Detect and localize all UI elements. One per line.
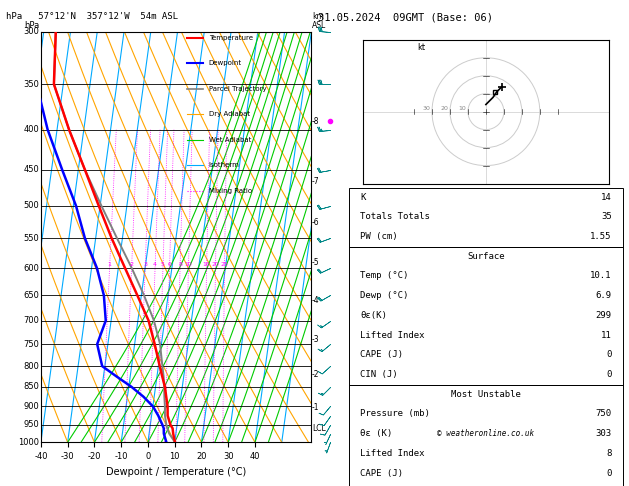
Text: Mixing Ratio: Mixing Ratio — [209, 188, 252, 193]
Bar — [349, 385, 623, 486]
Text: K: K — [360, 192, 365, 202]
Text: 900: 900 — [24, 402, 40, 411]
Text: 10: 10 — [184, 261, 192, 267]
Text: Parcel Trajectory: Parcel Trajectory — [209, 86, 266, 92]
Text: 350: 350 — [24, 80, 40, 88]
Text: 10.1: 10.1 — [590, 271, 612, 280]
Text: 1000: 1000 — [18, 438, 40, 447]
Text: 0: 0 — [606, 350, 612, 359]
Text: 550: 550 — [24, 234, 40, 243]
Text: CIN (J): CIN (J) — [360, 370, 398, 379]
Text: Lifted Index: Lifted Index — [360, 449, 425, 458]
Text: Dewpoint: Dewpoint — [209, 60, 242, 66]
Text: 20: 20 — [440, 106, 448, 111]
Text: 25: 25 — [221, 261, 228, 267]
Text: 8: 8 — [606, 449, 612, 458]
Text: 14: 14 — [601, 192, 612, 202]
Text: 4: 4 — [153, 261, 157, 267]
Bar — [349, 247, 623, 385]
Text: Wet Adiabat: Wet Adiabat — [209, 137, 251, 142]
Text: hPa: hPa — [25, 20, 40, 30]
Text: θε (K): θε (K) — [360, 429, 392, 438]
Text: Lifted Index: Lifted Index — [360, 330, 425, 340]
Text: PW (cm): PW (cm) — [360, 232, 398, 241]
Text: 1: 1 — [108, 261, 111, 267]
Text: hPa   57°12'N  357°12'W  54m ASL: hPa 57°12'N 357°12'W 54m ASL — [6, 12, 178, 21]
Text: 450: 450 — [24, 165, 40, 174]
Text: -5: -5 — [312, 258, 320, 267]
Text: 20: 20 — [211, 261, 220, 267]
X-axis label: Dewpoint / Temperature (°C): Dewpoint / Temperature (°C) — [106, 467, 246, 477]
Text: 0: 0 — [606, 370, 612, 379]
Text: 31.05.2024  09GMT (Base: 06): 31.05.2024 09GMT (Base: 06) — [318, 12, 493, 22]
Text: 6.9: 6.9 — [596, 291, 612, 300]
Text: 303: 303 — [596, 429, 612, 438]
Text: 2: 2 — [130, 261, 133, 267]
Text: kt: kt — [418, 43, 426, 52]
Text: 750: 750 — [24, 340, 40, 348]
Text: km
ASL: km ASL — [312, 12, 326, 30]
Text: 500: 500 — [24, 201, 40, 210]
Text: 35: 35 — [601, 212, 612, 221]
Text: 3: 3 — [143, 261, 147, 267]
Text: 600: 600 — [24, 263, 40, 273]
Text: 800: 800 — [24, 362, 40, 371]
Text: -4: -4 — [312, 296, 320, 305]
Text: 8: 8 — [178, 261, 182, 267]
Text: 300: 300 — [24, 27, 40, 36]
Text: 10: 10 — [459, 106, 466, 111]
Text: Surface: Surface — [467, 252, 504, 260]
Text: 5: 5 — [161, 261, 165, 267]
Text: 0: 0 — [606, 469, 612, 478]
Text: 750: 750 — [596, 409, 612, 418]
Text: Isotherm: Isotherm — [209, 162, 240, 168]
Text: Temperature: Temperature — [209, 35, 253, 41]
Text: CAPE (J): CAPE (J) — [360, 350, 403, 359]
Text: Most Unstable: Most Unstable — [451, 390, 521, 399]
Text: -2: -2 — [312, 370, 320, 379]
Text: Dewp (°C): Dewp (°C) — [360, 291, 408, 300]
Text: © weatheronline.co.uk: © weatheronline.co.uk — [437, 429, 535, 438]
Text: θε(K): θε(K) — [360, 311, 387, 320]
Text: 30: 30 — [422, 106, 430, 111]
Text: 850: 850 — [24, 382, 40, 391]
Text: 950: 950 — [24, 420, 40, 429]
Text: -6: -6 — [312, 218, 320, 227]
Text: -1: -1 — [312, 403, 320, 412]
Text: Dry Adiabat: Dry Adiabat — [209, 111, 250, 117]
Text: -3: -3 — [312, 335, 320, 344]
Text: 16: 16 — [203, 261, 211, 267]
Text: 299: 299 — [596, 311, 612, 320]
Text: -8: -8 — [312, 117, 320, 125]
Text: -7: -7 — [312, 176, 320, 186]
Bar — [349, 188, 623, 247]
Text: CAPE (J): CAPE (J) — [360, 469, 403, 478]
Text: Temp (°C): Temp (°C) — [360, 271, 408, 280]
Text: 700: 700 — [24, 316, 40, 325]
Text: Totals Totals: Totals Totals — [360, 212, 430, 221]
Text: 650: 650 — [24, 291, 40, 300]
Text: 11: 11 — [601, 330, 612, 340]
Text: Pressure (mb): Pressure (mb) — [360, 409, 430, 418]
Text: LCL: LCL — [312, 424, 326, 433]
Text: 400: 400 — [24, 125, 40, 134]
Text: 6: 6 — [167, 261, 172, 267]
Text: 1.55: 1.55 — [590, 232, 612, 241]
